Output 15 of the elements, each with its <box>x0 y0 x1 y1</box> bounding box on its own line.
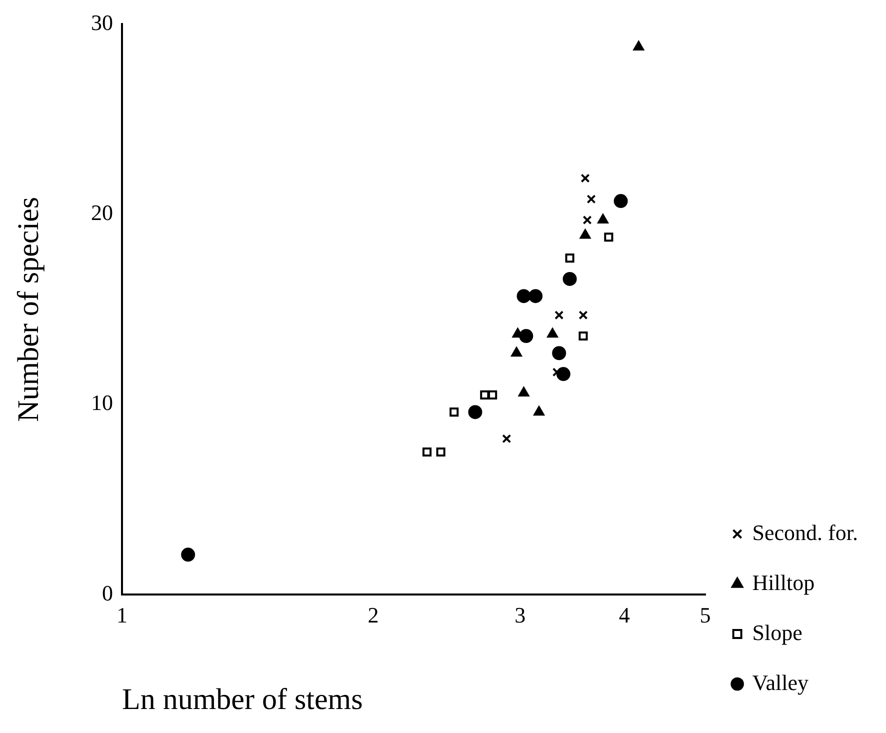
x-tick-label: 3 <box>514 602 526 628</box>
x-axis-title: Ln number of stems <box>122 682 363 716</box>
x-tick-label: 5 <box>700 602 711 628</box>
x-tick-label: 1 <box>116 602 128 628</box>
legend-label: Second. for. <box>752 520 858 545</box>
y-axis-title: Number of species <box>12 196 45 422</box>
y-tick-label: 20 <box>91 200 113 226</box>
y-tick-label: 0 <box>102 580 113 606</box>
legend-label: Slope <box>752 620 802 645</box>
x-tick-label: 2 <box>368 602 379 628</box>
y-tick-label: 10 <box>91 390 113 416</box>
x-tick-label: 4 <box>618 602 630 628</box>
legend-label: Valley <box>752 670 808 695</box>
y-tick-label: 30 <box>91 10 113 35</box>
legend-label: Hilltop <box>752 570 815 595</box>
